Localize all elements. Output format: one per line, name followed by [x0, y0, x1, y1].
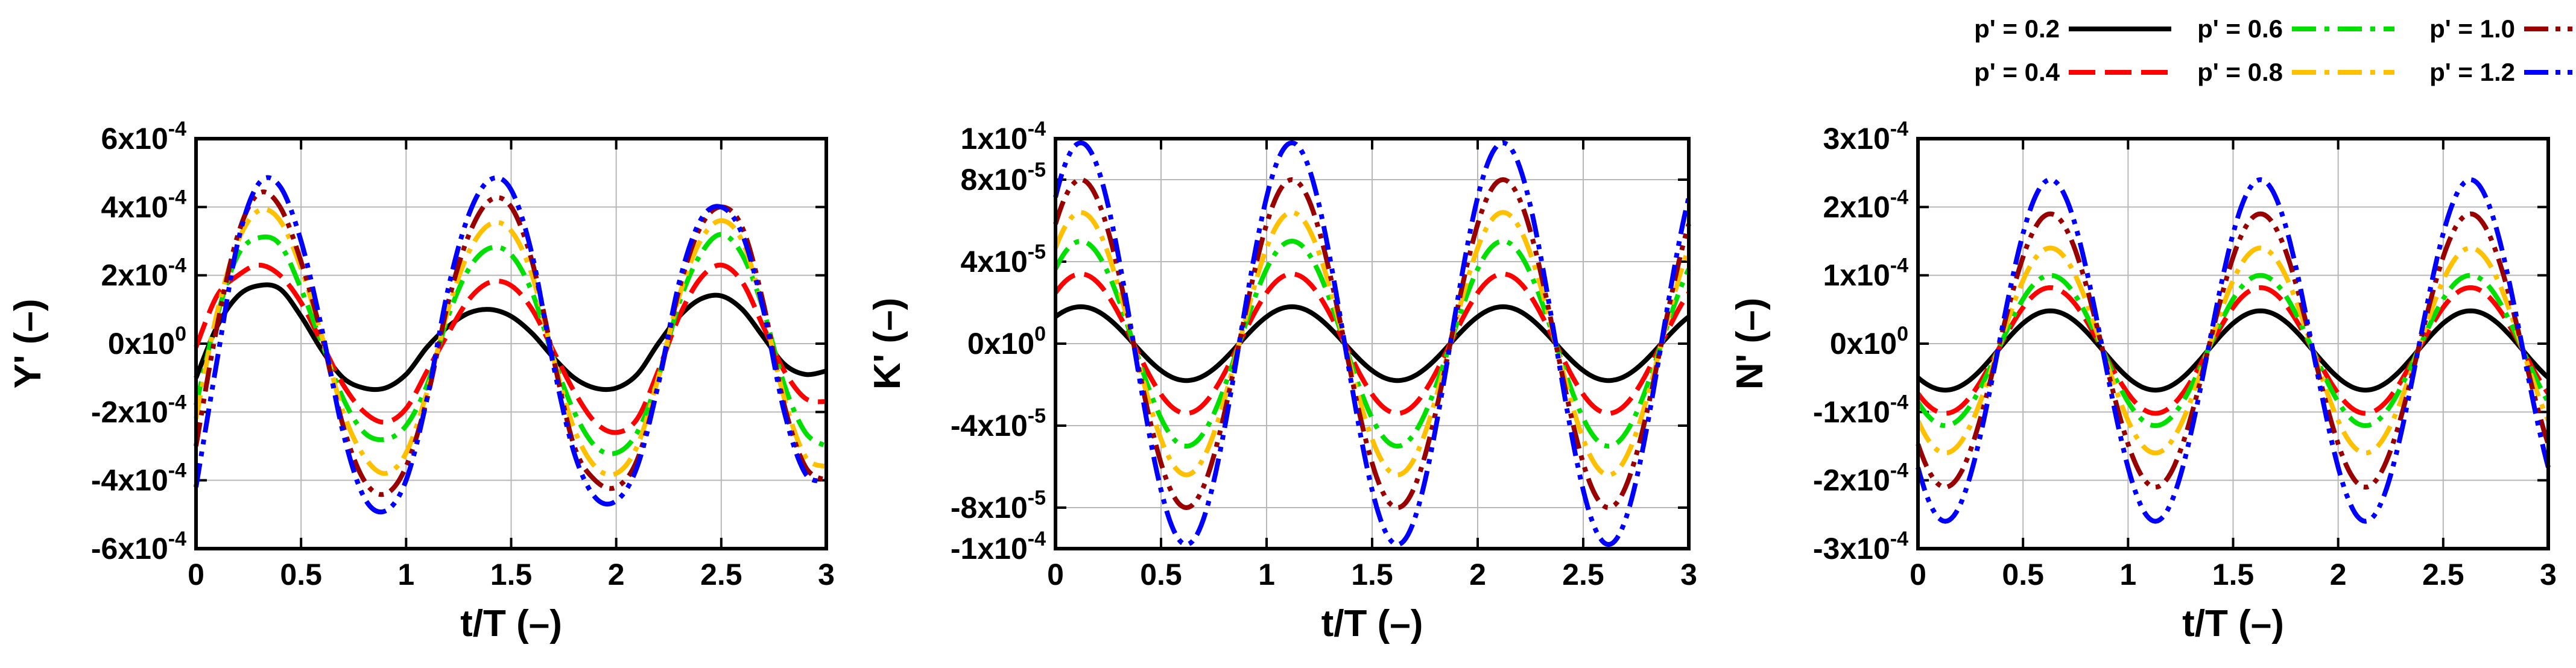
x-tick-label: 3 [818, 558, 835, 591]
chart-1: 0 0.5 1 1.5 2 2.5 3 -6x10-4 -4x10-4 -2x10-4 0x100 2… [7, 118, 835, 644]
x-tick-label: 0.5 [1140, 558, 1182, 591]
legend-label: p' = 1.2 [2429, 58, 2515, 86]
y-tick-label: -2x10-4 [1813, 459, 1908, 497]
y-tick-label: 1x10-4 [961, 118, 1046, 156]
chart-2: 0 0.5 1 1.5 2 2.5 3 -1x10-4-8x10-5 -4x10-5 0x100 4… [867, 118, 1697, 644]
x-axis-label: t/T (–) [1321, 603, 1423, 644]
y-tick-label: -1x10-4 [951, 528, 1046, 566]
x-tick-label: 1.5 [2212, 558, 2255, 591]
x-tick-label: 1.5 [490, 558, 533, 591]
series-line-2 [194, 262, 827, 435]
series-line-6 [194, 175, 828, 515]
x-tick-label: 1.5 [1351, 558, 1393, 591]
y-tick-label: 1x10-4 [1823, 254, 1909, 292]
y-tick-label: 4x10-5 [961, 241, 1046, 279]
y-tick-label: -8x10-5 [951, 487, 1046, 525]
legend-label: p' = 0.6 [2197, 14, 2283, 43]
series-line-4 [194, 207, 828, 477]
y-tick-label: 0x100 [1830, 323, 1908, 361]
y-tick-label: -6x10-4 [91, 528, 186, 566]
x-tick-label: 1 [397, 558, 414, 591]
x-tick-label: 0 [188, 558, 204, 591]
grid [195, 138, 827, 549]
series-line-1 [1916, 308, 2550, 393]
series-line-3 [194, 232, 828, 456]
series-line-3 [1916, 273, 2551, 428]
series-line-2 [1053, 271, 1691, 416]
series-line-3 [1053, 239, 1691, 449]
y-tick-label: 0x100 [967, 323, 1046, 361]
y-tick-label: -3x10-4 [1813, 528, 1908, 566]
y-axis-label: Y' (–) [7, 298, 49, 388]
x-tick-label: 2 [2330, 558, 2347, 591]
y-tick-label: -4x10-4 [91, 459, 186, 497]
y-tick-label: -4x10-5 [951, 405, 1046, 443]
series-line-4 [1053, 210, 1691, 477]
plot-frame [194, 137, 828, 550]
x-tick-label: 1 [1258, 558, 1275, 591]
x-tick-label: 3 [2540, 558, 2557, 591]
x-tick-label: 2 [1469, 558, 1486, 591]
x-tick-label: 0 [1910, 558, 1926, 591]
x-tick-label: 2.5 [2422, 558, 2464, 591]
x-tick-label: 0.5 [280, 558, 322, 591]
x-tick-label: 2 [608, 558, 625, 591]
y-tick-label: 8x10-5 [961, 159, 1046, 197]
series-line-1 [1054, 304, 1691, 383]
x-axis-label: t/T (–) [2182, 603, 2284, 644]
legend-label: p' = 0.2 [1974, 14, 2060, 43]
y-tick-label: -2x10-4 [91, 391, 186, 429]
series-line-5 [1916, 211, 2551, 490]
y-tick-label: -1x10-4 [1813, 391, 1908, 429]
x-tick-label: 2.5 [700, 558, 742, 591]
series-line-1 [194, 282, 827, 392]
plot-frame [1054, 137, 1691, 550]
legend-label: p' = 0.4 [1974, 58, 2060, 86]
y-tick-label: 3x10-4 [1823, 118, 1909, 156]
legend-label: p' = 0.8 [2197, 58, 2283, 86]
legend-label: p' = 1.0 [2429, 14, 2515, 43]
y-tick-label: 6x10-4 [101, 118, 187, 156]
y-tick-label: 0x100 [108, 323, 186, 361]
legend: p' = 0.2 p' = 0.4 p' = 0.6 p' = 0.8 p' = 1.0… [1974, 14, 2576, 86]
x-tick-label: 0 [1047, 558, 1064, 591]
x-tick-label: 3 [1680, 558, 1697, 591]
chart-3: 0 0.5 1 1.5 2 2.5 3 -3x10-4 -2x10-4 -1x10-4 0x100 1… [1729, 118, 2557, 644]
x-tick-label: 2.5 [1562, 558, 1604, 591]
plot-frame [1916, 137, 2550, 550]
x-tick-label: 1 [2119, 558, 2136, 591]
series-line-5 [1053, 177, 1691, 510]
x-tick-label: 0.5 [2002, 558, 2044, 591]
grid [1917, 138, 2549, 549]
series-line-4 [1916, 245, 2551, 456]
y-tick-label: 4x10-4 [101, 186, 187, 224]
y-tick-label: 2x10-4 [101, 254, 187, 292]
y-axis-label: K' (–) [867, 298, 908, 390]
y-tick-label: 2x10-4 [1823, 186, 1909, 224]
series-line-6 [1916, 177, 2551, 524]
series-line-6 [1053, 140, 1691, 547]
x-axis-label: t/T (–) [460, 603, 562, 644]
series-line-2 [1916, 285, 2551, 416]
y-axis-label: N' (–) [1729, 298, 1771, 390]
